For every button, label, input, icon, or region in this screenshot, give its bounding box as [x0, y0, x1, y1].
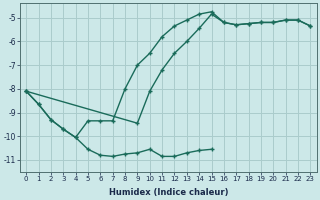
X-axis label: Humidex (Indice chaleur): Humidex (Indice chaleur) — [108, 188, 228, 197]
